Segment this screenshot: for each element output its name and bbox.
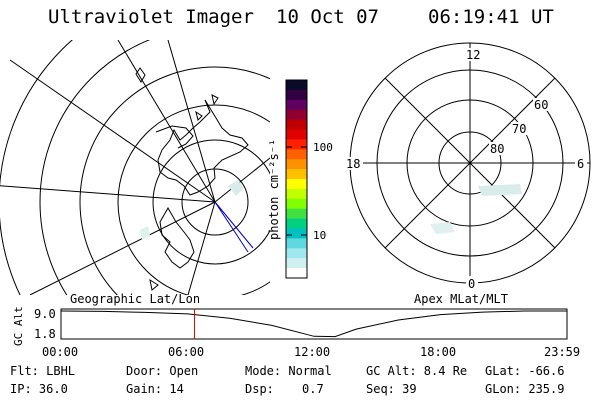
instrument-title: Ultraviolet Imager	[48, 6, 254, 28]
timeline-xtick-2: 12:00	[294, 345, 330, 359]
colorbar-band	[286, 238, 307, 249]
gc-alt-curve	[61, 310, 567, 338]
colorbar-band	[286, 129, 307, 140]
colorbar-band	[286, 119, 307, 130]
colorbar-band	[286, 89, 307, 101]
status-mode: Mode: Normal	[245, 364, 332, 378]
timeline-frame	[60, 308, 568, 340]
colorbar-band	[286, 268, 307, 279]
mlat-label-70: 70	[512, 122, 526, 136]
mlat-60-bg	[533, 98, 551, 111]
timeline-xtick-0: 00:00	[42, 345, 78, 359]
status-gain: Gain: 14	[126, 382, 184, 396]
colorbar-tick-label-10: 10	[313, 229, 326, 242]
colorbar-band	[286, 109, 307, 121]
colorbar-band	[286, 99, 307, 111]
geographic-map	[0, 40, 270, 295]
aurora-polar-2	[478, 184, 522, 196]
colorbar-band	[286, 149, 307, 160]
status-seq: Seq: 39	[366, 382, 417, 396]
colorbar-band	[286, 258, 307, 269]
aurora-polar-1	[430, 222, 455, 234]
colorbar	[286, 80, 307, 279]
colorbar-band	[286, 80, 307, 91]
mlt-label-12: 12	[466, 48, 480, 62]
timeline-xtick-1: 06:00	[168, 345, 204, 359]
timeline-ylabel: GC Alt	[12, 306, 25, 346]
colorbar-band	[286, 248, 307, 259]
status-ip: IP: 36.0	[10, 382, 68, 396]
mlt-12-bg	[466, 48, 478, 61]
mlt-18-bg	[345, 157, 363, 170]
colorbar-band	[286, 198, 307, 210]
mlat-80-bg	[489, 142, 507, 155]
status-glon: GLon: 235.9	[485, 382, 565, 396]
status-door: Door: Open	[126, 364, 199, 378]
polar-panel-label: Apex MLat/MLT	[414, 292, 508, 306]
colorbar-band	[286, 179, 307, 190]
mlat-label-80: 80	[490, 142, 504, 156]
colorbar-tick-label-100: 100	[313, 141, 333, 154]
timeline-xtick-4: 23:59	[544, 345, 580, 359]
status-dsp-label: Dsp:	[245, 382, 274, 396]
colorbar-band	[286, 228, 307, 239]
mlt-0-bg	[466, 276, 478, 289]
timeline-xtick-3: 18:00	[420, 345, 456, 359]
status-glat: GLat: -66.6	[485, 364, 565, 378]
timeline-ytick-bottom: 1.8	[34, 327, 56, 341]
status-dsp-value: 0.7	[302, 382, 324, 396]
mlt-label-0: 0	[468, 277, 475, 291]
colorbar-band	[286, 169, 307, 180]
mlt-label-18: 18	[346, 157, 360, 171]
geo-panel-label: Geographic Lat/Lon	[70, 292, 200, 306]
colorbar-frame	[285, 79, 308, 279]
colorbar-band	[286, 139, 307, 150]
observation-time: 06:19:41 UT	[428, 6, 554, 28]
mlt-label-6: 6	[577, 157, 584, 171]
status-gc-alt: GC Alt: 8.4 Re	[366, 364, 468, 378]
mlat-70-bg	[511, 122, 529, 135]
colorbar-band	[286, 218, 307, 229]
colorbar-band	[286, 188, 307, 200]
status-filter: Flt: LBHL	[10, 364, 76, 378]
polar-grid	[349, 42, 591, 284]
mlt-6-bg	[575, 157, 587, 170]
mlat-label-60: 60	[534, 98, 548, 112]
observation-date: 10 Oct 07	[276, 6, 379, 28]
colorbar-band	[286, 208, 307, 220]
colorbar-band	[286, 159, 307, 170]
timeline-ytick-top: 9.0	[34, 307, 56, 321]
colorbar-label: photon cm⁻²s⁻¹	[267, 139, 281, 240]
